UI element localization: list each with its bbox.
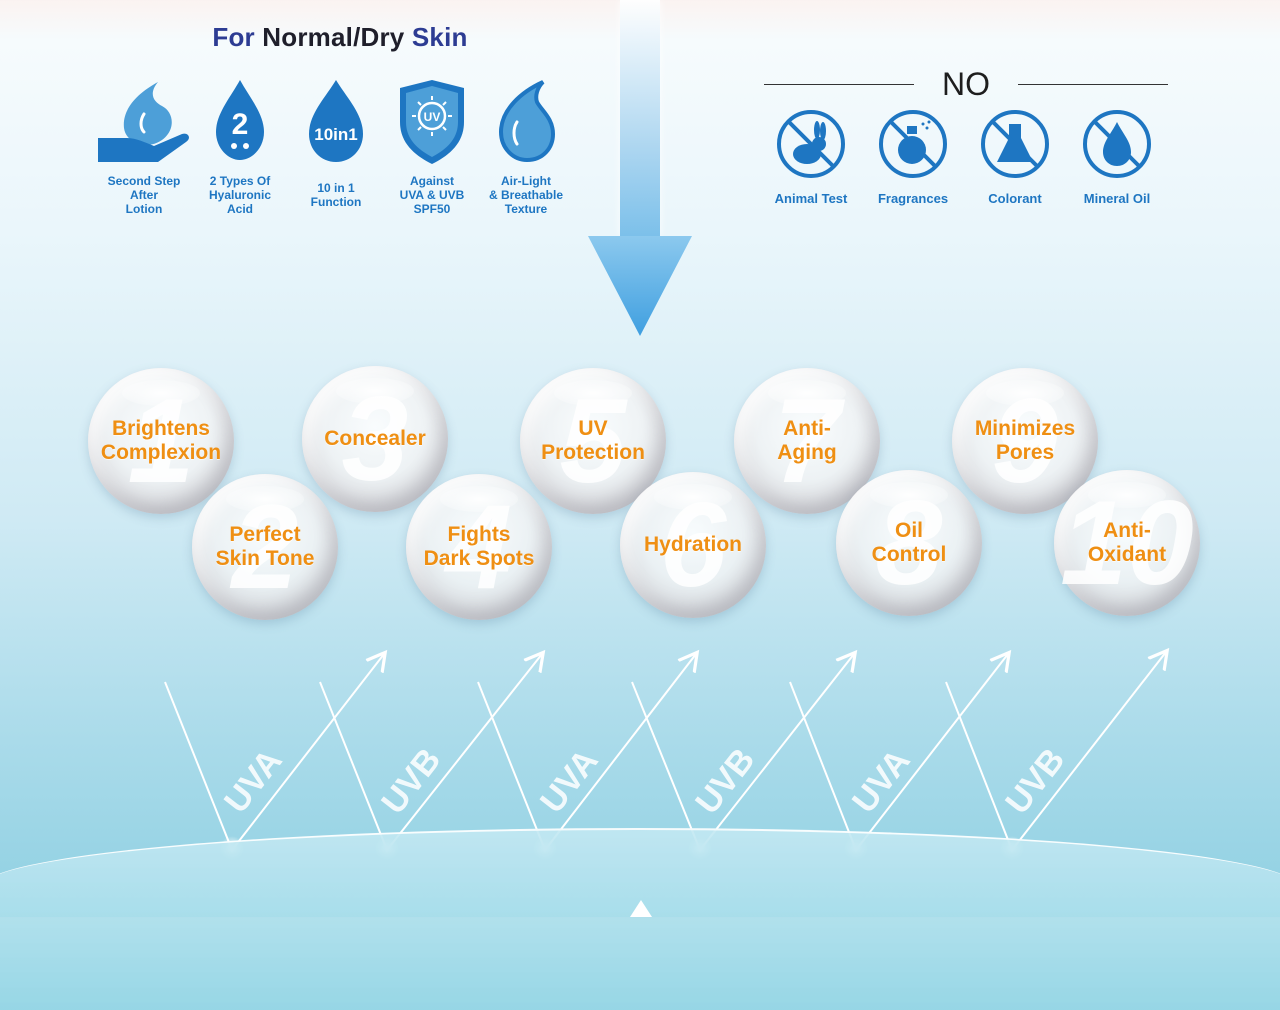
feature-ten-in-one: 10in1 10 in 1 Function	[288, 76, 384, 209]
benefit-bubble: 10 Anti- Oxidant	[1054, 470, 1200, 616]
feature-label-line: After	[129, 188, 158, 202]
no-mineral-oil-icon	[1083, 110, 1151, 178]
down-arrow-shaft	[620, 0, 660, 236]
no-item-label: Fragrances	[877, 191, 949, 206]
bubble-label-line: Anti-	[783, 417, 831, 440]
uv-shield-icon: UV	[400, 80, 464, 164]
bubble-label-line: Oil	[894, 519, 923, 542]
bubble-label-line: Perfect	[229, 523, 301, 546]
benefit-bubble: 2 Perfect Skin Tone	[192, 474, 338, 620]
benefit-bubble: 6 Hydration	[620, 472, 766, 618]
feature-label-line: Texture	[504, 202, 548, 216]
no-fragrance-icon	[879, 110, 947, 178]
no-item-colorant: Colorant	[960, 108, 1070, 206]
divider	[764, 84, 914, 85]
bubble-label-line: UV	[578, 417, 608, 440]
feature-breathable-texture: Air-Light & Breathable Texture	[478, 76, 574, 216]
benefit-bubble: 8 Oil Control	[836, 470, 982, 616]
feature-label-line: SPF50	[413, 202, 451, 216]
feature-label-line: 10 in 1	[317, 181, 355, 195]
page-title: For Normal/Dry Skin	[150, 22, 530, 53]
bubble-label-line: Fights	[447, 523, 511, 546]
feature-label-line: Acid	[226, 202, 253, 216]
ray-label-uvb: UVB	[688, 741, 762, 821]
bubble-label-line: Anti-	[1103, 519, 1151, 542]
hand-drop-icon	[98, 82, 189, 162]
title-skin: Skin	[411, 22, 468, 52]
two-drops-icon: 2	[216, 80, 264, 160]
bubble-label-line: Concealer	[324, 427, 426, 450]
skin-surface	[0, 828, 1280, 1010]
no-item-animal-test: Animal Test	[756, 108, 866, 206]
bubble-label-line: Skin Tone	[215, 547, 315, 570]
down-arrow-head-icon	[588, 236, 692, 336]
feature-label-line: Against	[409, 174, 454, 188]
no-item-fragrances: Fragrances	[858, 108, 968, 206]
benefit-bubble: 5 UV Protection	[520, 368, 666, 514]
no-item-label: Colorant	[988, 191, 1042, 206]
benefit-bubble: 9 Minimizes Pores	[952, 368, 1098, 514]
no-item-mineral-oil: Mineral Oil	[1062, 108, 1172, 206]
divider	[1018, 84, 1168, 85]
bubble-label-line: Brightens	[111, 417, 210, 440]
bubble-label-line: Complexion	[100, 441, 222, 464]
feature-label-line: UVA & UVB	[399, 188, 465, 202]
title-for: For	[212, 22, 255, 52]
no-item-label: Mineral Oil	[1083, 191, 1151, 206]
uv-badge: UV	[424, 110, 441, 124]
bubble-label-line: Hydration	[643, 533, 742, 556]
ten-in-one-drop-icon: 10in1	[309, 80, 363, 162]
bubble-label-line: Dark Spots	[423, 547, 535, 570]
light-drop-icon	[498, 80, 556, 163]
feature-label-line: & Breathable	[488, 188, 564, 202]
ray-label-uva: UVA	[845, 742, 918, 820]
feature-second-step: Second Step After Lotion	[96, 76, 192, 216]
feature-label-line: Hyaluronic	[208, 188, 271, 202]
up-arrow-tip-icon	[630, 900, 652, 917]
feature-hyaluronic-acid: 2 2 Types Of Hyaluronic Acid	[192, 76, 288, 216]
no-heading-row: NO	[764, 64, 1168, 104]
benefit-bubble: 1 Brightens Complexion	[88, 368, 234, 514]
benefit-bubble: 7 Anti- Aging	[734, 368, 880, 514]
bubble-label-line: Control	[871, 543, 947, 566]
bubble-label-line: Aging	[777, 441, 837, 464]
benefit-bubble: 4 Fights Dark Spots	[406, 474, 552, 620]
no-colorant-icon	[981, 110, 1049, 178]
ray-label-uva: UVA	[217, 742, 290, 820]
feature-label-line: Second Step	[107, 174, 181, 188]
feature-label-line: Air-Light	[501, 174, 551, 188]
ray-label-uvb: UVB	[998, 741, 1072, 821]
ray-lines	[164, 652, 1166, 853]
bubble-label-line: Minimizes	[974, 417, 1076, 440]
no-item-label: Animal Test	[774, 191, 848, 206]
ray-label-uvb: UVB	[374, 741, 448, 821]
ray-label-uva: UVA	[533, 742, 606, 820]
benefit-bubble: 3 Concealer	[302, 366, 448, 512]
ten-in-one-badge: 10in1	[314, 125, 357, 144]
bubble-label-line: Protection	[541, 441, 645, 464]
feature-uv-protection: UV Against UVA & UVB SPF50	[384, 76, 480, 216]
feature-label-line: 2 Types Of	[209, 174, 271, 188]
no-animal-test-icon	[777, 110, 845, 178]
feature-label-line: Lotion	[125, 202, 163, 216]
two-drops-badge: 2	[232, 108, 249, 141]
bubble-label-line: Oxidant	[1087, 543, 1167, 566]
bubble-label-line: Pores	[995, 441, 1055, 464]
feature-label-line: Function	[310, 195, 362, 209]
title-skin-type: Normal/Dry	[262, 22, 405, 52]
no-heading: NO	[942, 66, 990, 102]
